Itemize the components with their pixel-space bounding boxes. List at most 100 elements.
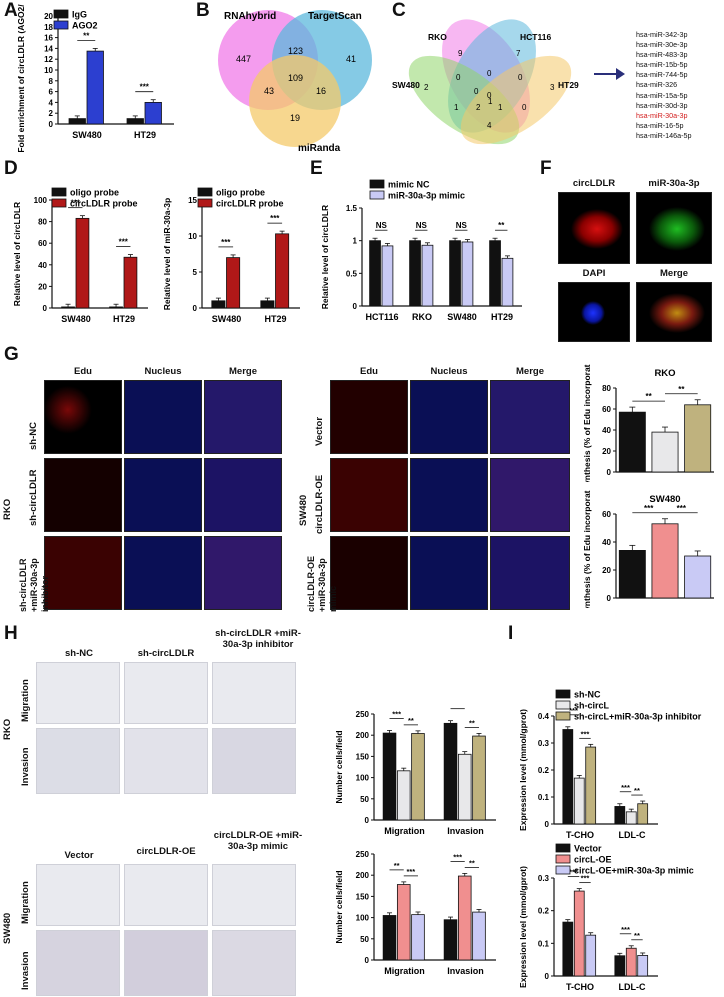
x-tick-label: SW480: [212, 314, 242, 324]
venn-b-count: 41: [346, 54, 356, 64]
panel-h-col-label: sh-circLDLR +miR-30a-3p inhibitor: [215, 628, 301, 650]
y-tick-label: 1.5: [346, 204, 358, 213]
transwell-image: [212, 662, 296, 724]
panel-g-row-label: sh-circLDLR +miR-30a-3p inhibitor: [18, 558, 50, 612]
bar: [382, 915, 397, 961]
significance-marker: ***: [270, 214, 280, 223]
y-tick-label: 250: [356, 710, 370, 719]
bar: [411, 914, 425, 961]
x-tick-label: Invasion: [447, 826, 484, 836]
significance-marker: ***: [621, 783, 630, 792]
bar: [489, 240, 501, 307]
panel-letter-g: G: [4, 344, 19, 365]
bar: [449, 240, 461, 307]
bar: [421, 244, 434, 307]
legend-label: oligo probe: [70, 188, 119, 198]
transwell-image: [212, 930, 296, 996]
bar: [457, 875, 472, 961]
y-tick-label: 14: [44, 44, 53, 53]
chart-g2: 0 20 40 60 DNA Synthesis (% of Edu incorpora…: [582, 490, 714, 608]
venn-b-count: 43: [264, 86, 274, 96]
significance-marker: ***: [677, 504, 687, 513]
panel-g-row-label: circLDLR-OE +miR-30a-3p mimic: [306, 555, 338, 612]
bar: [86, 50, 104, 125]
chart-i2: 0 0.1 0.2 0.3 Expression level (mmol/gprot) T…: [518, 843, 694, 993]
y-axis-label: Relative level of circLDLR: [12, 202, 22, 306]
bar: [275, 233, 290, 309]
y-tick-label: 20: [38, 282, 47, 291]
venn-c-count: 0: [474, 87, 479, 96]
transwell-image: [124, 864, 208, 926]
y-tick-label: 0.3: [538, 874, 550, 883]
y-tick-label: 0.4: [538, 712, 550, 721]
panel-letter-f: F: [540, 158, 552, 179]
panel-h-col-label: sh-circLDLR: [137, 648, 195, 659]
transwell-image: [124, 728, 208, 794]
nucleus-image: [410, 536, 488, 610]
venn-b-count: 19: [290, 113, 300, 123]
bar: [144, 102, 162, 125]
legend-swatch: [53, 20, 69, 30]
panel-letter-e: E: [310, 158, 323, 179]
mirna-list-item: hsa-miR-744-5p: [636, 70, 688, 80]
y-axis-label: Number cells/field: [334, 870, 344, 943]
venn-c-count: 0: [522, 103, 527, 112]
panel-h-row-label: Migration: [20, 881, 31, 924]
microscopy-image-merge: [636, 282, 712, 342]
transwell-image: [36, 728, 120, 794]
mirna-list: hsa-miR-342-3p hsa-miR-30e-3p hsa-miR-483-…: [636, 30, 692, 141]
legend-swatch: [555, 711, 571, 721]
bar: [651, 523, 679, 599]
legend-label: Vector: [574, 844, 602, 854]
panel-h-col-label: circLDLR-OE: [136, 846, 196, 857]
panel-letter-a: A: [4, 0, 18, 21]
y-tick-label: 0: [545, 972, 550, 981]
significance-marker: ***: [406, 867, 415, 876]
y-tick-label: 0: [607, 468, 612, 477]
venn-c-count: 4: [487, 121, 492, 130]
y-tick-label: 0: [49, 120, 54, 129]
transwell-image: [36, 864, 120, 926]
edu-image: [330, 458, 408, 532]
y-tick-label: 0.1: [538, 939, 550, 948]
venn-c-label-ht29: HT29: [558, 80, 579, 90]
legend-label: circLDLR probe: [216, 199, 284, 209]
bar: [562, 921, 574, 977]
y-tick-label: 60: [602, 405, 611, 414]
x-tick-label: LDL-C: [619, 830, 646, 840]
venn-c-label-hct116: HCT116: [520, 32, 551, 42]
y-tick-label: 50: [360, 795, 369, 804]
bar: [443, 722, 458, 821]
y-tick-label: 0: [365, 816, 370, 825]
bar: [472, 911, 486, 961]
mirna-list-item: hsa-miR-15b-5p: [636, 60, 688, 70]
bar: [109, 306, 123, 309]
panel-h-rko-label: RKO: [2, 718, 13, 740]
bar: [684, 555, 712, 599]
y-tick-label: 1: [353, 237, 358, 246]
bar: [637, 955, 649, 977]
y-tick-label: 150: [356, 752, 370, 761]
legend-swatch: [555, 843, 571, 853]
panel-g-col-nucleus: Nucleus: [144, 366, 182, 377]
y-tick-label: 6: [49, 88, 54, 97]
bar: [381, 245, 394, 307]
significance-marker: **: [498, 221, 505, 230]
edu-image: [330, 380, 408, 454]
legend-swatch: [51, 198, 67, 208]
bar: [68, 118, 86, 125]
y-axis-label: Relative level of circLDLR: [320, 205, 330, 309]
legend-swatch: [555, 700, 571, 710]
bar: [123, 256, 138, 309]
x-tick-label: Invasion: [447, 966, 484, 976]
significance-marker: ***: [644, 504, 654, 513]
significance-marker: **: [469, 858, 475, 867]
panel-h-row-label: Invasion: [20, 747, 31, 786]
venn-c-count: 0: [456, 73, 461, 82]
y-tick-label: 100: [34, 196, 48, 205]
x-tick-label: HT29: [113, 314, 135, 324]
y-tick-label: 18: [44, 23, 53, 32]
mirna-list-item: hsa-miR-30a-3p: [636, 110, 688, 120]
significance-marker: **: [83, 31, 90, 40]
bar: [614, 955, 626, 977]
